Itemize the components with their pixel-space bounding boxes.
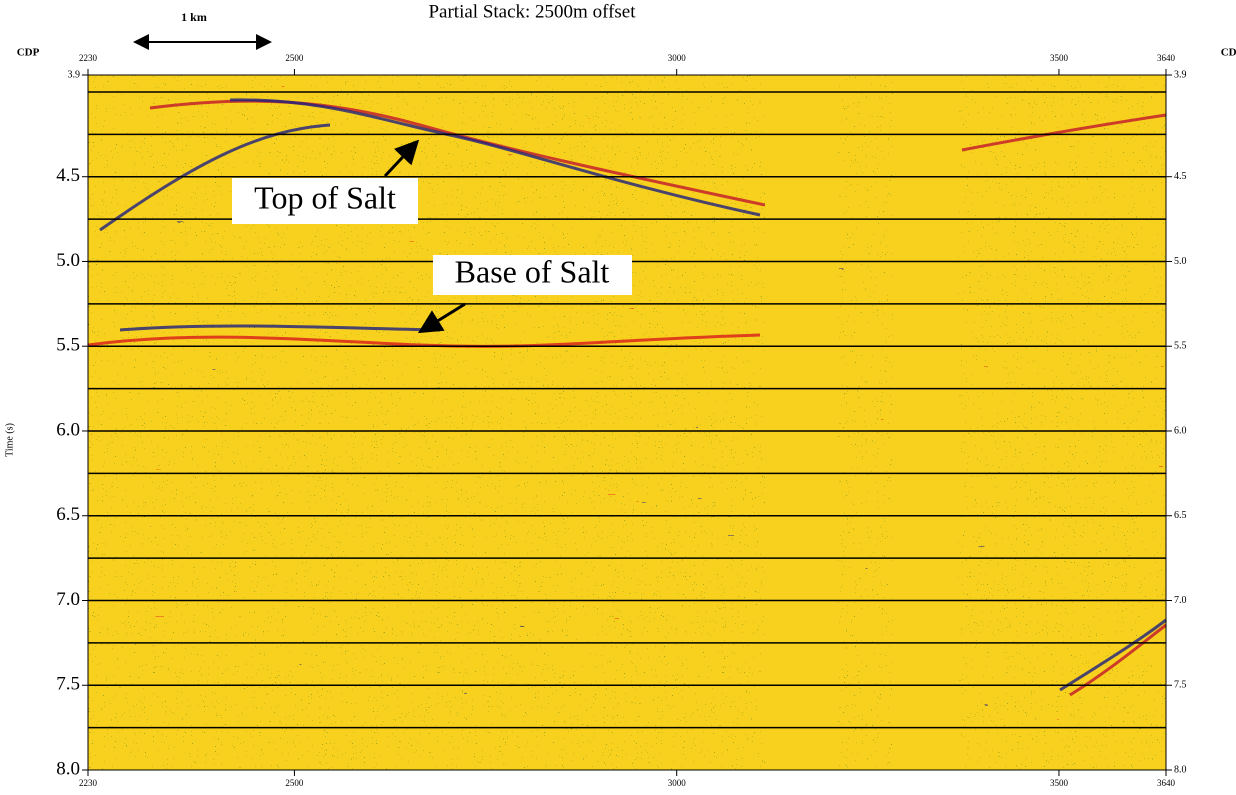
x-tick-label-bottom: 2230: [79, 778, 98, 788]
y-tick-label-right: 5.5: [1174, 341, 1187, 352]
y-tick-label: 4.5: [56, 165, 80, 186]
y-tick-label: 3.9: [68, 69, 81, 80]
y-axis-label: Time (s): [4, 423, 15, 457]
x-tick-label: 3500: [1050, 53, 1069, 63]
y-tick-label: 6.0: [56, 419, 80, 440]
x-tick-label: 2500: [285, 53, 304, 63]
scale-label: 1 km: [181, 10, 207, 24]
y-tick-label: 5.5: [56, 335, 80, 356]
chart-title: Partial Stack: 2500m offset: [428, 1, 636, 22]
data-gap: [893, 75, 958, 770]
x-axis-label: CDP: [17, 47, 40, 59]
x-tick-label-bottom: 3640: [1157, 778, 1176, 788]
x-tick-label: 2230: [79, 53, 98, 63]
y-tick-label: 7.5: [56, 674, 80, 695]
y-tick-label-right: 8.0: [1174, 764, 1187, 775]
y-tick-label: 6.5: [56, 504, 80, 525]
y-tick-label-right: 7.5: [1174, 680, 1187, 691]
data-gap: [765, 75, 838, 770]
y-tick-label-right: 6.0: [1174, 425, 1187, 436]
x-tick-label-bottom: 2500: [285, 778, 304, 788]
y-tick-label: 8.0: [56, 758, 80, 779]
y-tick-label-right: 4.5: [1174, 171, 1187, 182]
x-tick-label: 3000: [668, 53, 687, 63]
y-tick-label-right: 7.0: [1174, 595, 1187, 606]
x-tick-label: 3640: [1157, 53, 1176, 63]
annotation: Base of Salt: [455, 253, 610, 289]
y-tick-label-right: 5.0: [1174, 256, 1187, 267]
y-tick-label: 5.0: [56, 250, 80, 271]
y-tick-label-right: 3.9: [1174, 69, 1187, 80]
x-axis-label-right: CDP: [1221, 47, 1236, 59]
x-tick-label-bottom: 3500: [1050, 778, 1069, 788]
y-tick-label: 7.0: [56, 589, 80, 610]
annotation: Top of Salt: [254, 179, 396, 215]
y-tick-label-right: 6.5: [1174, 510, 1187, 521]
chart: Partial Stack: 2500m offset 1 km CDP CDP…: [0, 0, 1236, 795]
x-tick-label-bottom: 3000: [668, 778, 687, 788]
